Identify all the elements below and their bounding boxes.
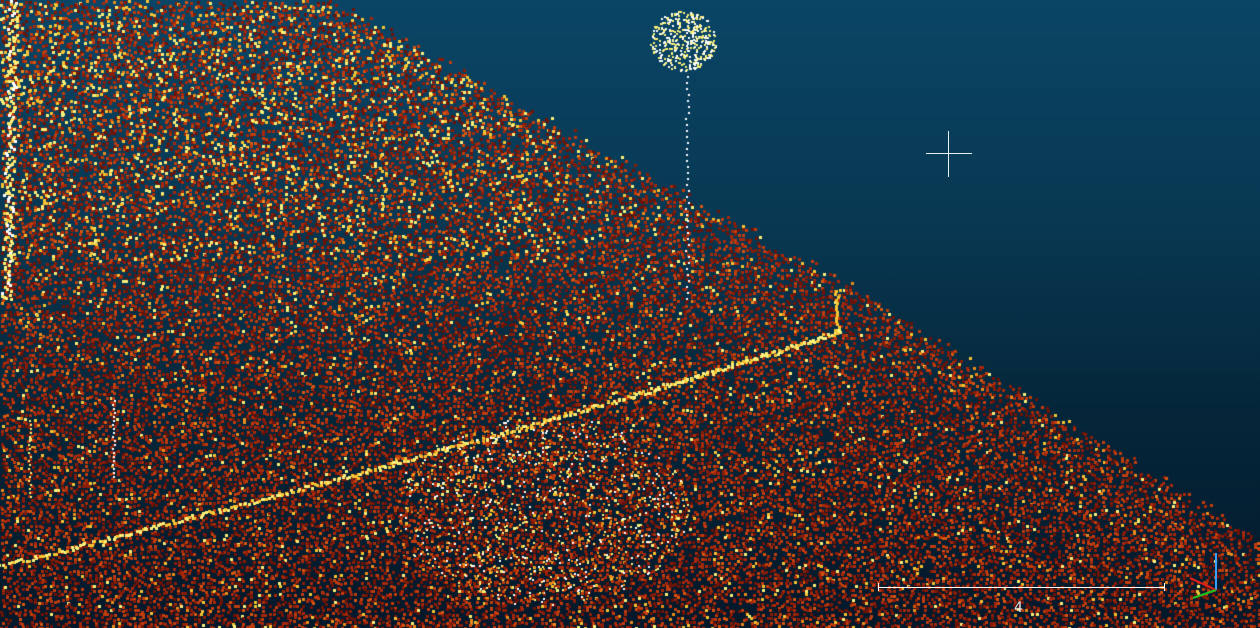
x-axis-line <box>1189 577 1217 591</box>
y-axis-line <box>1192 589 1217 599</box>
crosshair-cursor-icon <box>926 131 972 177</box>
scale-bar-line <box>878 587 1165 588</box>
scale-bar-label: 4 <box>1014 600 1023 616</box>
axis-gizmo-icon[interactable] <box>1183 547 1227 603</box>
scale-bar-tick-right <box>1164 583 1165 591</box>
scale-bar-tick-left <box>878 583 879 591</box>
scale-bar: 4 <box>878 583 1166 617</box>
